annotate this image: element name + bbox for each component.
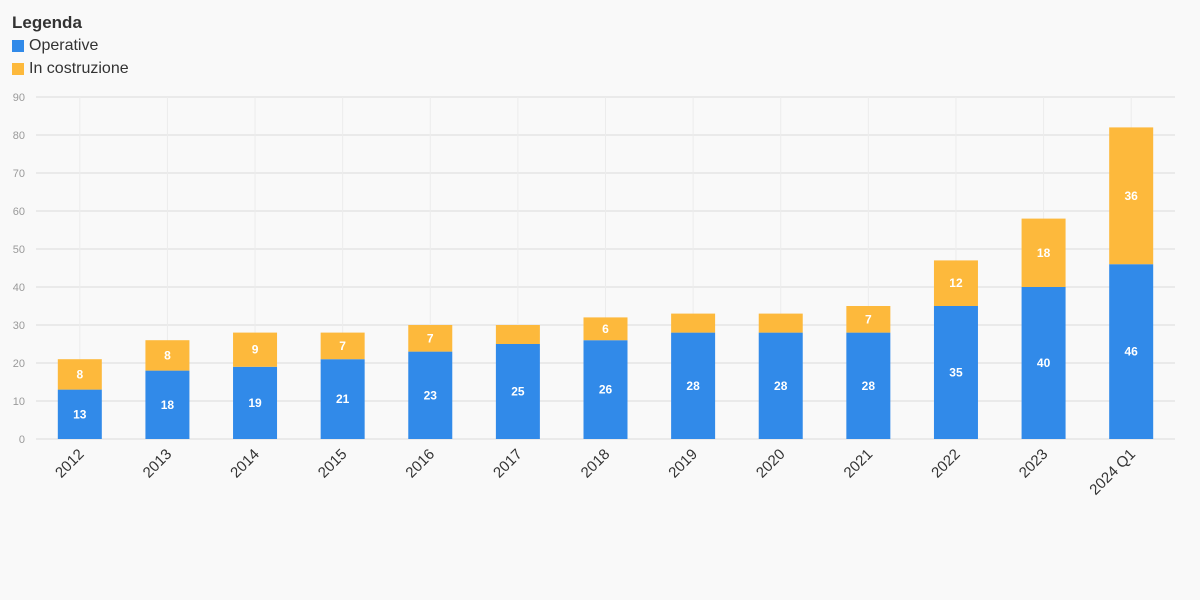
y-tick-label: 60 (13, 206, 25, 218)
legend-label-in-costruzione: In costruzione (29, 60, 129, 77)
legend-item-in-costruzione[interactable]: In costruzione (12, 57, 129, 80)
bar-data-label: 25 (511, 385, 525, 399)
x-tick-label: 2021 (841, 446, 877, 482)
bar-data-label: 46 (1125, 345, 1139, 359)
x-tick-label: 2020 (753, 446, 789, 482)
bar-in-costruzione[interactable] (495, 325, 540, 344)
bar-in-costruzione[interactable] (233, 332, 278, 367)
bar-data-label: 9 (252, 343, 259, 357)
bar-in-costruzione[interactable] (583, 317, 628, 341)
x-axis-ticks: 2012 2013 2014 2015 2016 2017 2018 2019 2020 2021… (52, 446, 1139, 499)
bar-in-costruzione[interactable] (671, 313, 716, 333)
legend-title: Legenda (12, 13, 82, 32)
bar-data-label: 36 (1125, 189, 1139, 203)
bar-data-label: 19 (248, 396, 262, 410)
bar-operative[interactable] (495, 344, 540, 439)
bar-data-label: 23 (424, 388, 438, 402)
x-tick-label: 2022 (928, 446, 964, 482)
bar-data-label: 6 (602, 322, 609, 336)
bar-operative[interactable] (1021, 287, 1066, 439)
x-tick-label: 2019 (665, 446, 701, 482)
bar-in-costruzione[interactable] (758, 313, 803, 333)
y-axis-ticks: 0 10 20 30 40 50 60 70 80 90 (13, 92, 25, 446)
bar-data-label: 26 (599, 383, 613, 397)
x-tick-label: 2017 (490, 446, 526, 482)
bar-data-label: 40 (1037, 356, 1051, 370)
x-tick-label: 2016 (402, 446, 438, 482)
legend-item-operative[interactable]: Operative (12, 34, 129, 57)
bar-data-label: 8 (76, 367, 83, 381)
bar-operative[interactable] (933, 306, 978, 439)
y-tick-label: 90 (13, 92, 25, 104)
bar-data-label: 28 (862, 379, 876, 393)
bar-operative[interactable] (583, 340, 628, 439)
x-tick-label: 2023 (1016, 446, 1052, 482)
bar-in-costruzione[interactable] (1021, 218, 1066, 287)
x-tick-label: 2012 (52, 446, 88, 482)
y-tick-label: 20 (13, 358, 25, 370)
bars (57, 127, 1154, 439)
bar-in-costruzione[interactable] (408, 325, 453, 352)
bar-operative[interactable] (1109, 264, 1154, 439)
legend-label-operative: Operative (29, 37, 99, 54)
bar-data-label: 35 (949, 366, 963, 380)
bar-operative[interactable] (145, 370, 190, 439)
y-tick-label: 10 (13, 396, 25, 408)
x-tick-label: 2013 (140, 446, 176, 482)
bar-data-label: 13 (73, 407, 87, 421)
y-tick-label: 80 (13, 130, 25, 142)
bar-in-costruzione[interactable] (846, 306, 891, 333)
bar-in-costruzione[interactable] (1109, 127, 1154, 265)
x-tick-label: 2018 (578, 446, 614, 482)
y-tick-label: 40 (13, 282, 25, 294)
x-tick-label: 2014 (227, 446, 263, 482)
y-tick-label: 0 (19, 434, 25, 446)
bar-in-costruzione[interactable] (320, 332, 365, 360)
bar-in-costruzione[interactable] (933, 260, 978, 306)
bar-operative[interactable] (57, 389, 102, 439)
bar-data-label: 18 (1037, 246, 1051, 260)
x-tick-label: 2024 Q1 (1086, 446, 1139, 499)
bar-in-costruzione[interactable] (145, 340, 190, 371)
bar-operative[interactable] (758, 332, 803, 439)
bar-operative[interactable] (846, 332, 891, 439)
y-tick-label: 70 (13, 168, 25, 180)
bar-operative[interactable] (408, 351, 453, 439)
grid (36, 96, 1175, 440)
y-tick-label: 30 (13, 320, 25, 332)
legend-swatch-operative (12, 39, 24, 52)
y-tick-label: 50 (13, 244, 25, 256)
bar-labels: 13 8 18 8 19 9 21 7 23 7 25 26 6 28 28 28 7 35 12 40 18 46 36 (73, 189, 1138, 421)
x-tick-label: 2015 (315, 446, 351, 482)
legend-swatch-in-costruzione (12, 62, 24, 75)
bar-data-label: 7 (339, 339, 346, 353)
bar-data-label: 28 (686, 379, 700, 393)
bar-operative[interactable] (233, 366, 278, 439)
bar-data-label: 8 (164, 348, 171, 362)
bar-operative[interactable] (671, 332, 716, 439)
bar-data-label: 12 (949, 276, 963, 290)
bar-in-costruzione[interactable] (57, 359, 102, 390)
bar-operative[interactable] (320, 359, 365, 439)
bar-data-label: 21 (336, 392, 350, 406)
bar-data-label: 28 (774, 379, 788, 393)
bar-data-label: 7 (865, 312, 872, 326)
bar-data-label: 18 (161, 398, 175, 412)
legend: Legenda Operative In costruzione (12, 12, 129, 80)
bar-data-label: 7 (427, 331, 434, 345)
